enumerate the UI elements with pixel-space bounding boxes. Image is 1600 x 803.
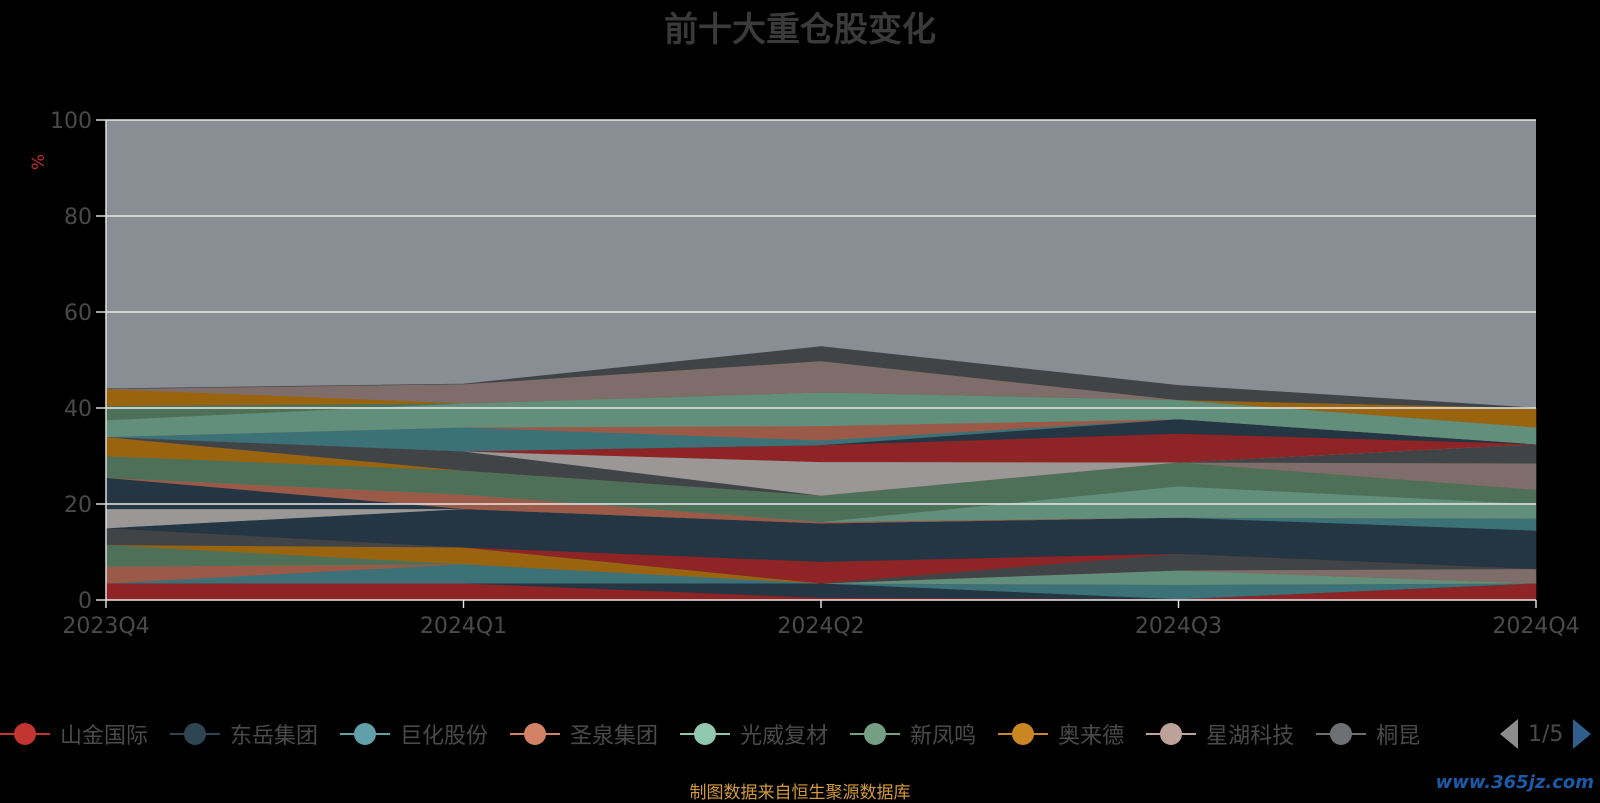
- grid-lines: [106, 119, 1536, 505]
- x-tick-label-3: 2024Q3: [1135, 614, 1222, 639]
- legend-marker-icon: [1316, 721, 1367, 747]
- legend-marker-icon: [1146, 721, 1197, 747]
- legend-item-2[interactable]: 巨化股份: [340, 718, 488, 750]
- legend-page-indicator: 1/5: [1528, 721, 1564, 747]
- y-tick-label-1: 20: [64, 493, 92, 518]
- legend-label: 奥来德: [1058, 724, 1125, 749]
- x-tick-label-4: 2024Q4: [1492, 614, 1579, 639]
- legend-marker-icon: [170, 721, 221, 747]
- y-tick-label-4: 80: [64, 205, 92, 230]
- legend-label: 星湖科技: [1206, 724, 1295, 749]
- x-tick-label-0: 2023Q4: [62, 614, 149, 639]
- legend-item-5[interactable]: 新凤鸣: [850, 718, 976, 750]
- axes: 0 20 40 60 80 100 2023Q4 2024Q1 2024Q2 2024Q3 2024…: [50, 109, 1580, 639]
- legend-label: 东岳集团: [230, 724, 319, 749]
- legend-item-6[interactable]: 奥来德: [998, 718, 1124, 750]
- area-series-group: [105, 346, 1537, 601]
- y-tick-label-5: 100: [50, 109, 92, 134]
- legend-marker-icon: [850, 721, 901, 747]
- y-tick-label-2: 40: [64, 397, 92, 422]
- legend-pager: 1/5: [1500, 718, 1600, 750]
- legend-marker-icon: [340, 721, 391, 747]
- legend-item-8[interactable]: 桐昆: [1316, 718, 1420, 750]
- legend-label: 山金国际: [60, 724, 149, 749]
- chart-title: 前十大重仓股变化: [664, 10, 936, 50]
- legend-prev-page-button[interactable]: [1500, 719, 1518, 749]
- legend-item-1[interactable]: 东岳集团: [170, 718, 318, 750]
- legend-marker-icon: [680, 721, 731, 747]
- legend-marker-icon: [510, 721, 561, 747]
- legend-label: 光威复材: [740, 724, 829, 749]
- x-tick-label-2: 2024Q2: [777, 614, 864, 639]
- legend-label: 新凤鸣: [910, 724, 977, 749]
- legend-label: 圣泉集团: [570, 724, 659, 749]
- legend-item-7[interactable]: 星湖科技: [1146, 718, 1294, 750]
- legend-marker-icon: [998, 721, 1049, 747]
- legend-item-3[interactable]: 圣泉集团: [510, 718, 658, 750]
- y-tick-label-0: 0: [78, 589, 92, 614]
- legend-next-page-button[interactable]: [1573, 719, 1592, 749]
- y-axis-label: %: [29, 154, 49, 170]
- y-tick-label-3: 60: [64, 301, 92, 326]
- legend: 山金国际 东岳集团 巨化股份 圣泉集团 光威复材 新凤鸣 奥来德 星湖科技 桐昆: [0, 716, 1480, 752]
- watermark: www.365jz.com: [1435, 772, 1594, 793]
- legend-item-0[interactable]: 山金国际: [0, 718, 148, 750]
- data-source-note: 制图数据来自恒生聚源数据库: [689, 783, 911, 803]
- x-tick-label-1: 2024Q1: [420, 614, 507, 639]
- legend-label: 巨化股份: [400, 724, 489, 749]
- legend-item-4[interactable]: 光威复材: [680, 718, 828, 750]
- legend-label: 桐昆: [1376, 724, 1421, 749]
- legend-marker-icon: [0, 721, 50, 747]
